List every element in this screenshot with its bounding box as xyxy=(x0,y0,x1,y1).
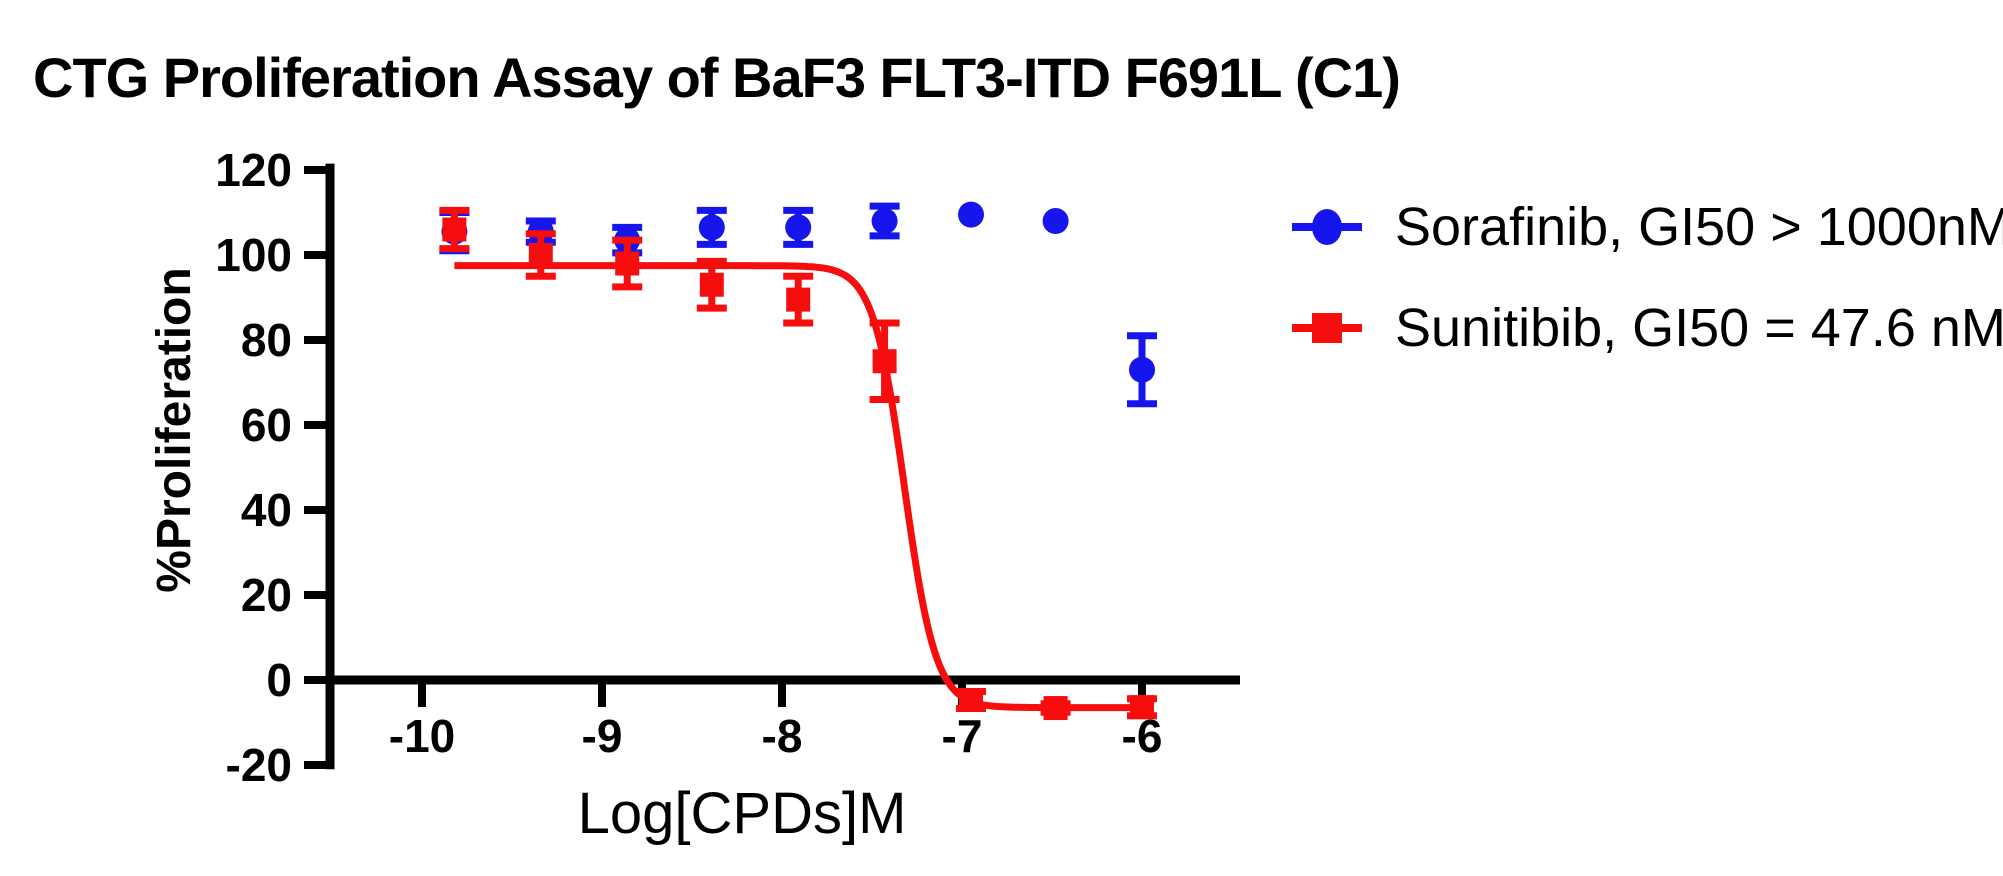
data-point-sunitibib xyxy=(872,349,897,374)
data-point-sunitibib xyxy=(442,217,467,242)
y-tick-label: 100 xyxy=(215,229,292,281)
y-tick-label: 40 xyxy=(241,484,292,536)
y-tick-label: 0 xyxy=(266,654,292,706)
data-point-sunitibib xyxy=(528,243,553,267)
legend-square-marker-icon xyxy=(1312,313,1342,343)
data-point-sunitibib xyxy=(786,287,811,312)
legend-entry-sunitibib: Sunitibib, GI50 = 47.6 nM xyxy=(1292,298,2003,358)
data-point-sunitibib xyxy=(1130,695,1154,720)
legend-label-sunitibib: Sunitibib, GI50 = 47.6 nM xyxy=(1395,298,2003,358)
data-point-sunitibib xyxy=(615,251,640,276)
data-point-sorafinib xyxy=(871,208,898,234)
y-tick-label: 80 xyxy=(241,314,292,366)
legend-label-sorafinib: Sorafinib, GI50 > 1000nM xyxy=(1395,197,2003,257)
y-tick-label: 120 xyxy=(215,144,292,196)
data-point-sunitibib xyxy=(699,272,724,297)
data-point-sorafinib xyxy=(1042,208,1069,234)
y-axis-title: %Proliferation xyxy=(148,267,201,592)
data-point-sorafinib xyxy=(958,201,984,228)
legend-entry-sorafinib: Sorafinib, GI50 > 1000nM xyxy=(1292,197,2003,257)
data-point-sunitibib xyxy=(1043,696,1068,721)
x-tick-label: -10 xyxy=(389,710,455,762)
data-point-sorafinib xyxy=(1129,356,1155,383)
y-tick-label: 60 xyxy=(241,399,292,451)
chart-title: CTG Proliferation Assay of BaF3 FLT3-ITD… xyxy=(33,46,1400,109)
data-point-sorafinib xyxy=(698,214,725,241)
data-point-sorafinib xyxy=(785,214,812,241)
y-tick-label: 20 xyxy=(241,569,292,621)
data-point-sunitibib xyxy=(959,687,983,712)
x-axis-title: Log[CPDs]M xyxy=(578,781,907,846)
fit-curve-sunitibib xyxy=(454,262,1141,712)
x-tick-label: -8 xyxy=(762,710,803,762)
x-tick-label: -7 xyxy=(942,710,983,762)
x-tick-label: -9 xyxy=(582,710,623,762)
legend: Sorafinib, GI50 > 1000nM Sunitibib, GI50… xyxy=(1292,197,2003,358)
y-tick-label: -20 xyxy=(226,739,292,791)
legend-circle-marker-icon xyxy=(1312,209,1342,245)
